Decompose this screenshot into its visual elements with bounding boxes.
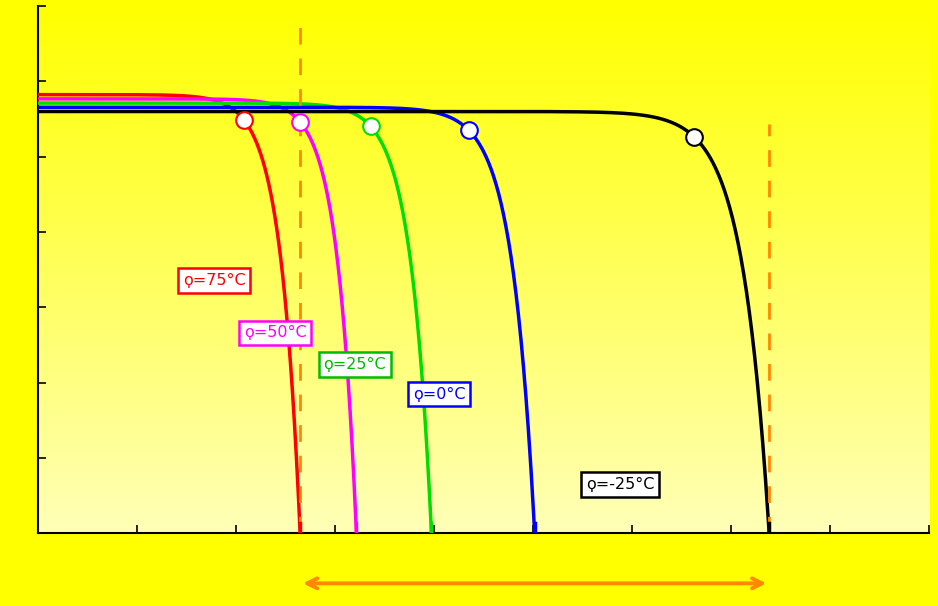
Text: ϙ=25°C: ϙ=25°C (324, 357, 386, 372)
Text: ϙ=0°C: ϙ=0°C (413, 387, 465, 402)
Text: ϙ=75°C: ϙ=75°C (183, 273, 246, 288)
Text: ϙ=-25°C: ϙ=-25°C (586, 478, 655, 492)
Text: ϙ=50°C: ϙ=50°C (244, 325, 307, 341)
